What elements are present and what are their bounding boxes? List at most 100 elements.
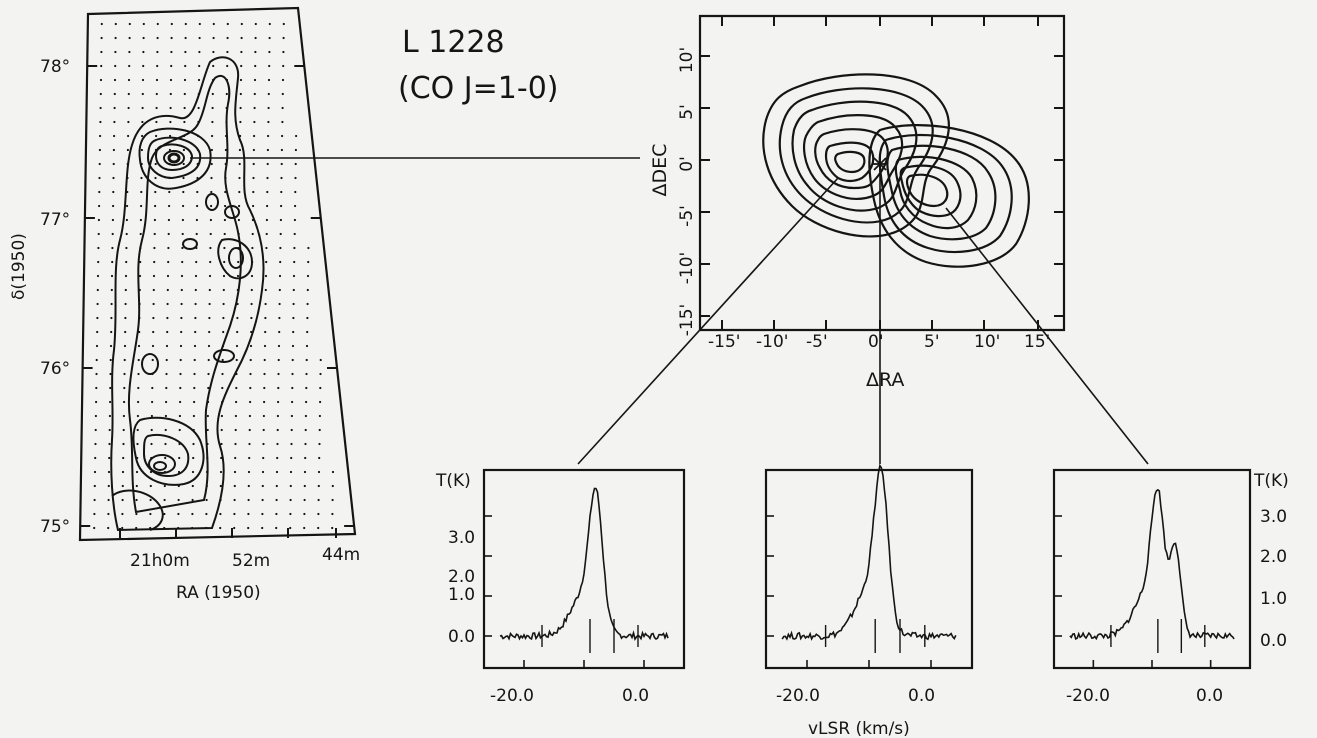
grid-dot [262,414,265,418]
grid-dot [149,498,152,502]
grid-dot [93,526,96,530]
grid-dot [94,456,97,460]
grid-dot [156,36,159,40]
spectrum-left-ytick-1: 1.0 [448,585,475,605]
grid-dot [289,498,292,502]
grid-dot [193,358,196,362]
grid-dot [268,50,271,54]
dec-tick-78: 78° [40,57,70,77]
grid-dot [113,106,116,110]
grid-dot [135,470,139,474]
grid-dot [318,428,321,432]
grid-dot [278,330,281,334]
grid-dot [139,218,142,222]
grid-dot [94,442,97,446]
grid-dot [264,316,267,320]
grid-dot [167,218,170,222]
grid-dot [110,330,113,334]
grid-dot [267,92,270,96]
grid-dot [263,372,266,376]
contour-clump-a [205,193,219,211]
grid-dot [317,498,320,502]
zoom-y-axis-label: ΔDEC [649,144,671,197]
grid-dot [221,358,224,362]
spectrum-right-y-unit: T(K) [1253,471,1289,491]
grid-dot [165,372,168,376]
grid-dot [98,162,101,166]
grid-dot [165,344,169,348]
grid-dot [222,330,225,334]
grid-dot [155,120,158,124]
grid-dot [113,134,116,138]
grid-dot [137,400,140,404]
grid-dot [280,204,283,208]
grid-dot [277,344,281,348]
grid-dot [279,218,282,222]
grid-dot [166,274,170,278]
grid-dot [207,358,210,362]
zoom-y-tick-10: 10' [677,47,697,73]
grid-dot [111,232,114,236]
grid-dot [110,288,113,292]
grid-dot [291,358,294,362]
grid-dot [305,386,308,390]
grid-dot [267,78,271,82]
zoom-y-tick-5: 5' [677,104,697,120]
grid-dot [247,470,251,474]
grid-dot [238,162,241,166]
grid-dot [122,428,125,432]
grid-dot [279,246,282,250]
grid-dot [277,372,280,376]
grid-dot [164,414,167,418]
grid-dot [124,288,127,292]
contour-clump-d [182,238,198,250]
grid-dot [304,456,307,460]
grid-dot [113,92,116,96]
grid-dot [127,106,130,110]
grid-dot [220,442,223,446]
grid-dot [179,344,183,348]
grid-dot [279,260,282,264]
grid-dot [265,260,268,264]
grid-dot [263,358,266,362]
grid-dot [292,316,295,320]
grid-dot [206,414,209,418]
spectrum-right-ytick-0: 0.0 [1260,631,1287,651]
grid-dot [249,344,253,348]
grid-dot [263,344,267,348]
grid-dot [318,456,321,460]
dec-tick-76: 76° [40,359,70,379]
grid-dot [267,120,270,124]
grid-dot [140,176,143,180]
grid-dot [262,428,265,432]
grid-dot [141,106,144,110]
grid-dot [306,302,309,306]
grid-dot [275,498,278,502]
grid-dot [112,176,115,180]
grid-dot [109,386,112,390]
grid-dot [128,22,131,26]
grid-dot [226,64,229,68]
grid-dot [225,92,228,96]
grid-dot [182,148,185,152]
grid-dot [209,260,212,264]
grid-dot [235,358,238,362]
grid-dot [124,316,127,320]
grid-dot [164,456,167,460]
grid-dot [248,428,251,432]
grid-dot [207,344,211,348]
grid-dot [125,232,128,236]
grid-dot [277,386,280,390]
grid-dot [163,498,166,502]
grid-dot [93,498,96,502]
grid-dot [289,484,292,488]
grid-dot [113,78,117,82]
grid-dot [121,484,124,488]
zoom-tick-marks [700,16,1064,330]
grid-dot [275,526,278,530]
grid-dot [212,36,215,40]
grid-dot [226,36,229,40]
grid-dot [278,302,281,306]
grid-dot [208,316,211,320]
grid-dot [264,302,267,306]
